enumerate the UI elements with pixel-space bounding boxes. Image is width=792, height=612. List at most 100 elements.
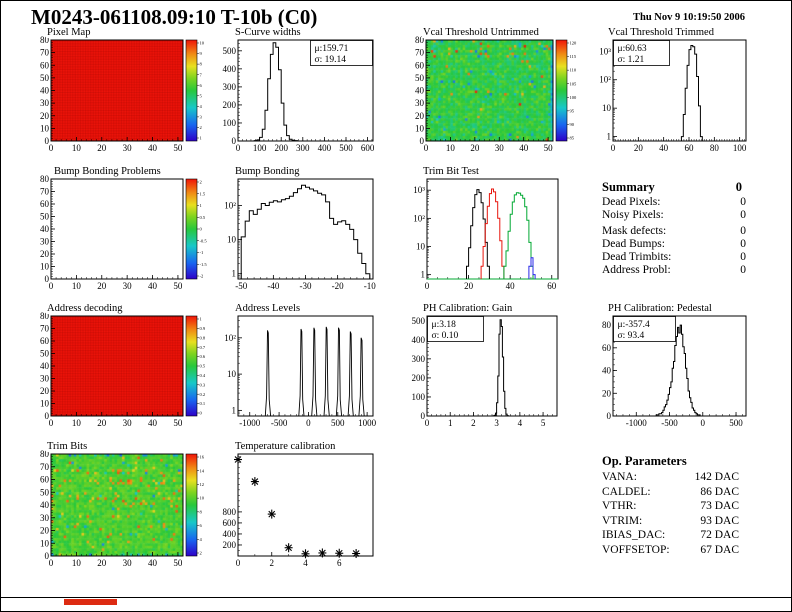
- y-tick-label: 20: [415, 111, 425, 121]
- star-marker: [335, 549, 343, 557]
- summary-value: 0: [740, 264, 746, 276]
- address-levels-spike: [264, 330, 272, 417]
- y-tick-label: 1: [232, 405, 237, 415]
- colorbar-label: -0.5: [200, 238, 208, 243]
- y-tick-label: 60: [40, 475, 50, 485]
- x-tick-label: 0: [49, 143, 54, 153]
- y-tick-label: 70: [40, 187, 50, 197]
- op-row-ibias-dac: IBIAS_DAC: 72 DAC: [602, 528, 747, 543]
- colorbar-label: 2: [200, 180, 202, 185]
- op-value: 142 DAC: [694, 471, 739, 483]
- x-tick-label: -500: [271, 418, 288, 428]
- panel-title-ph-gain: PH Calibration: Gain: [422, 303, 514, 314]
- address-decoding-frame: [50, 315, 184, 417]
- y-tick-label: 300: [223, 82, 237, 92]
- colorbar-label: 16: [200, 455, 205, 460]
- panel-title-vcal-trimmed: Vcal Threshold Trimmed: [607, 27, 715, 38]
- bump-bonding-hist: [240, 184, 371, 279]
- colorbar-label: 8: [200, 509, 203, 514]
- colorbar-label: 1.5: [200, 191, 206, 196]
- y-tick-label: 30: [40, 98, 50, 108]
- address-decoding-map: [51, 316, 183, 416]
- colorbar-label: 0.5: [200, 364, 206, 369]
- op-label: VTRIM:: [602, 514, 643, 527]
- y-tick-label: 400: [412, 335, 426, 345]
- star-marker: [302, 550, 309, 558]
- star-marker: [352, 550, 360, 557]
- x-tick-label: 20: [97, 143, 107, 153]
- panel-title-s-curve-widths: S-Curve widths: [234, 27, 302, 38]
- x-tick-label: 20: [97, 418, 107, 428]
- s-curve-widths-hist: [253, 42, 298, 142]
- panel-title-vcal-untrimmed: Vcal Threshold Untrimmed: [422, 27, 540, 38]
- y-tick-label: 10: [40, 123, 50, 133]
- colorbar-label: 100: [570, 95, 578, 100]
- x-tick-label: 6: [337, 558, 342, 568]
- x-tick-label: 50: [544, 143, 554, 153]
- y-tick-label: 100: [412, 392, 426, 402]
- summary-title: Summary: [602, 180, 655, 194]
- address-levels-spike: [347, 331, 354, 417]
- x-tick-label: 10: [72, 143, 82, 153]
- bump-problems-frame: [50, 178, 184, 280]
- x-tick-label: 30: [123, 281, 133, 291]
- x-tick-label: 20: [470, 143, 480, 153]
- y-tick-label: 10: [227, 235, 237, 245]
- temperature-calibration-frame: [237, 453, 374, 557]
- x-tick-label: 4: [303, 558, 308, 568]
- x-tick-label: 500: [331, 418, 345, 428]
- y-tick-label: 0: [420, 136, 425, 146]
- y-tick-label: 70: [415, 48, 425, 58]
- y-tick-label: 100: [223, 118, 237, 128]
- colorbar-label: 0.4: [200, 373, 206, 378]
- page-title: M0243-061108.09:10 T-10b (C0): [31, 5, 318, 29]
- summary-label: Dead Trimbits:: [602, 251, 672, 263]
- colorbar-label: 110: [570, 68, 577, 73]
- y-tick-label: 800: [223, 507, 237, 517]
- ph-pedestal-frame: [612, 315, 747, 417]
- op-value: 72 DAC: [700, 529, 739, 541]
- op-row-vtrim: VTRIM: 93 DAC: [602, 514, 747, 529]
- ph-gain-hist: [492, 319, 509, 417]
- y-tick-label: 10: [227, 369, 237, 379]
- y-tick-label: 20: [40, 386, 50, 396]
- panel-title-ph-pedestal: PH Calibration: Pedestal: [607, 303, 713, 314]
- summary-row-dead-pixels: Dead Pixels: 0: [602, 196, 750, 209]
- y-tick-label: 80: [602, 320, 612, 330]
- y-tick-label: 60: [40, 336, 50, 346]
- bottom-red-indicator: [64, 599, 117, 605]
- x-tick-label: 40: [148, 281, 158, 291]
- colorbar-label: 0.8: [200, 335, 206, 340]
- op-row-voffsetop: VOFFSETOP: 67 DAC: [602, 543, 747, 558]
- x-tick-label: 2: [471, 418, 476, 428]
- y-tick-label: 40: [40, 86, 50, 96]
- y-tick-label: 0: [421, 411, 426, 421]
- colorbar-label: 0.7: [200, 345, 206, 350]
- s-curve-widths-stats-box: [310, 40, 373, 66]
- x-tick-label: 40: [148, 418, 158, 428]
- y-tick-label: 300: [412, 354, 426, 364]
- op-row-vthr: VTHR: 73 DAC: [602, 499, 747, 514]
- y-tick-label: 10³: [599, 46, 611, 56]
- y-tick-label: 10²: [224, 201, 236, 211]
- op-parameters-header: Op. Parameters: [602, 453, 747, 470]
- op-label: CALDEL:: [602, 485, 651, 498]
- summary-row-noisy-pixels: Noisy Pixels: 0: [602, 209, 750, 222]
- summary-value: 0: [740, 209, 746, 221]
- trim-bit-test-frame: [426, 178, 559, 280]
- y-tick-label: 600: [223, 518, 237, 528]
- colorbar-label: 0.3: [200, 382, 206, 387]
- op-parameters-title: Op. Parameters: [602, 454, 687, 468]
- x-tick-label: 60: [685, 143, 695, 153]
- colorbar-label: 12: [200, 482, 205, 487]
- x-tick-label: 0: [49, 418, 54, 428]
- x-tick-label: 3: [494, 418, 499, 428]
- y-tick-label: 20: [602, 388, 612, 398]
- summary-value: 0: [740, 251, 746, 263]
- y-tick-label: 0: [45, 551, 50, 561]
- pixel-map-frame: [50, 39, 184, 142]
- summary-label: Mask defects:: [602, 225, 667, 237]
- x-tick-label: 4: [518, 418, 523, 428]
- address-levels-spike: [335, 327, 343, 417]
- op-label: VOFFSETOP:: [602, 543, 670, 556]
